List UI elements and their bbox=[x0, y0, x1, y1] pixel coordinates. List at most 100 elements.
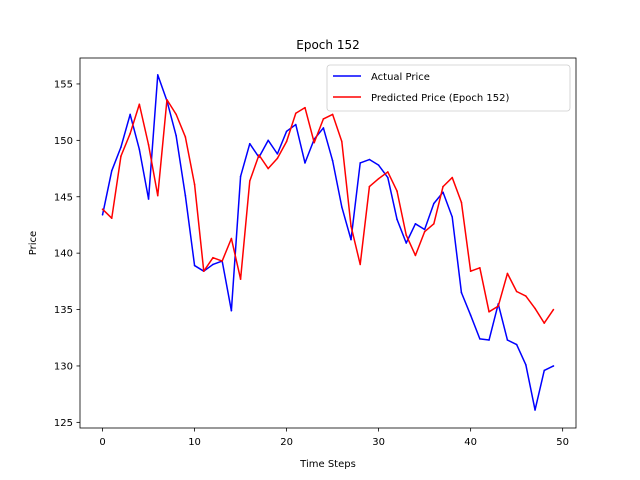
data-point-actual bbox=[543, 369, 546, 372]
data-point-actual bbox=[129, 113, 131, 116]
data-point-predicted bbox=[451, 176, 454, 179]
data-point-actual bbox=[414, 223, 417, 225]
data-point-predicted bbox=[147, 144, 150, 146]
y-tick-label: 145 bbox=[54, 192, 73, 203]
data-point-predicted bbox=[488, 311, 490, 313]
data-point-predicted bbox=[433, 223, 435, 225]
data-point-actual bbox=[442, 191, 444, 194]
data-point-actual bbox=[433, 202, 435, 205]
data-point-predicted bbox=[497, 305, 500, 307]
data-point-predicted bbox=[442, 185, 444, 188]
data-point-actual bbox=[451, 216, 454, 218]
data-point-actual bbox=[552, 365, 555, 367]
data-point-predicted bbox=[212, 256, 214, 259]
y-tick-label: 135 bbox=[54, 305, 73, 316]
data-point-predicted bbox=[239, 278, 242, 280]
data-point-actual bbox=[248, 142, 251, 145]
data-point-actual bbox=[488, 339, 490, 341]
data-point-predicted bbox=[230, 237, 233, 240]
data-point-predicted bbox=[294, 112, 297, 115]
data-point-predicted bbox=[166, 98, 168, 101]
x-tick-label: 10 bbox=[188, 437, 201, 448]
data-point-predicted bbox=[101, 208, 104, 210]
y-tick-label: 130 bbox=[54, 361, 73, 372]
data-point-actual bbox=[423, 228, 426, 231]
y-tick-label: 155 bbox=[54, 79, 73, 90]
y-tick-label: 140 bbox=[54, 249, 73, 260]
data-point-predicted bbox=[248, 180, 251, 182]
plot-frame bbox=[79, 57, 577, 429]
data-point-predicted bbox=[184, 136, 187, 138]
data-point-actual bbox=[359, 162, 362, 164]
data-point-actual bbox=[276, 153, 279, 155]
data-point-actual bbox=[469, 314, 472, 317]
legend-label-predicted: Predicted Price (Epoch 152) bbox=[371, 93, 509, 104]
data-point-actual bbox=[396, 218, 398, 221]
data-point-actual bbox=[331, 159, 334, 162]
data-point-actual bbox=[294, 123, 297, 126]
data-point-predicted bbox=[267, 167, 269, 170]
chart-title: Epoch 152 bbox=[296, 38, 359, 52]
data-point-actual bbox=[525, 364, 527, 366]
data-point-predicted bbox=[414, 254, 417, 257]
data-point-actual bbox=[534, 409, 536, 411]
data-point-predicted bbox=[138, 103, 141, 106]
data-point-actual bbox=[230, 309, 233, 312]
data-point-predicted bbox=[543, 322, 546, 324]
data-point-actual bbox=[120, 146, 122, 148]
x-axis-label: Time Steps bbox=[299, 459, 356, 470]
y-tick-label: 150 bbox=[54, 136, 73, 147]
data-point-actual bbox=[285, 130, 288, 133]
data-point-actual bbox=[350, 238, 352, 241]
legend-label-actual: Actual Price bbox=[371, 72, 430, 83]
x-tick-label: 30 bbox=[372, 437, 385, 448]
data-point-predicted bbox=[534, 307, 536, 310]
data-point-predicted bbox=[350, 225, 352, 227]
x-tick-label: 40 bbox=[464, 437, 477, 448]
data-point-actual bbox=[387, 176, 389, 179]
data-point-predicted bbox=[175, 113, 177, 116]
data-point-predicted bbox=[359, 263, 362, 266]
data-point-predicted bbox=[525, 295, 527, 297]
data-point-predicted bbox=[120, 155, 122, 157]
x-tick-label: 20 bbox=[280, 437, 293, 448]
data-point-actual bbox=[341, 206, 343, 208]
data-point-actual bbox=[184, 194, 187, 197]
data-point-actual bbox=[460, 291, 463, 294]
data-point-actual bbox=[193, 264, 196, 267]
data-point-predicted bbox=[460, 201, 463, 204]
data-point-predicted bbox=[110, 217, 113, 219]
x-tick-label: 50 bbox=[556, 437, 569, 448]
data-point-predicted bbox=[341, 140, 343, 143]
data-point-predicted bbox=[304, 106, 306, 109]
y-tick-label: 125 bbox=[54, 418, 73, 429]
data-point-predicted bbox=[129, 132, 131, 135]
data-point-predicted bbox=[313, 141, 316, 144]
data-point-predicted bbox=[202, 270, 205, 273]
data-point-actual bbox=[368, 158, 371, 161]
data-point-predicted bbox=[506, 272, 509, 275]
x-axis-ticks: 0 10 20 30 40 50 bbox=[99, 428, 569, 448]
data-point-actual bbox=[138, 148, 141, 151]
data-point-predicted bbox=[276, 157, 279, 160]
data-point-predicted bbox=[221, 260, 223, 262]
data-point-predicted bbox=[515, 290, 518, 293]
data-point-predicted bbox=[258, 154, 260, 156]
data-point-actual bbox=[405, 242, 408, 244]
data-point-actual bbox=[322, 127, 325, 129]
data-point-actual bbox=[267, 139, 269, 142]
y-axis-ticks: 125 130 135 140 145 150 155 bbox=[54, 79, 80, 429]
y-axis-label: Price bbox=[28, 231, 39, 255]
series-line-predicted bbox=[102, 98, 555, 324]
data-point-actual bbox=[147, 198, 150, 200]
data-point-predicted bbox=[193, 183, 196, 186]
data-point-predicted bbox=[377, 177, 380, 180]
data-point-predicted bbox=[396, 190, 398, 192]
data-point-actual bbox=[506, 339, 509, 341]
series-line-actual bbox=[101, 74, 554, 411]
data-point-predicted bbox=[368, 185, 371, 188]
x-tick-label: 0 bbox=[99, 437, 105, 448]
data-point-predicted bbox=[479, 267, 481, 269]
data-point-predicted bbox=[331, 113, 334, 116]
data-point-actual bbox=[239, 175, 242, 178]
